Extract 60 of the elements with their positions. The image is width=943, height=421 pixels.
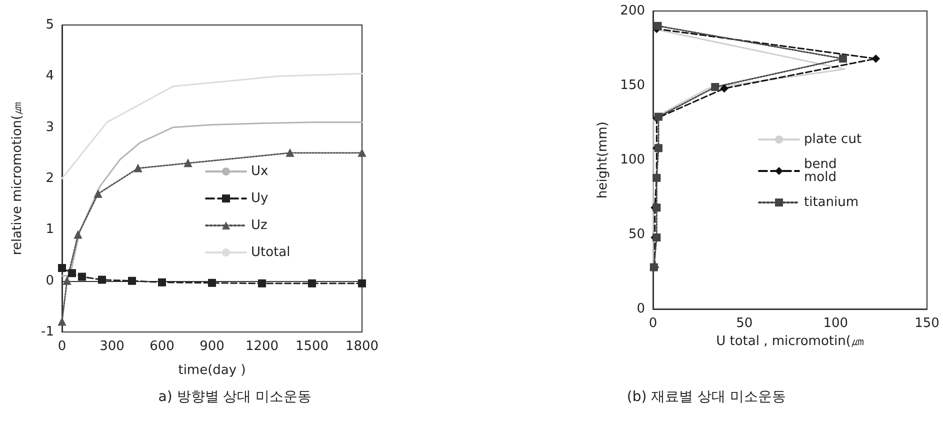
point (654, 22, 662, 30)
y-tick-label: 50 (628, 227, 645, 242)
x-tick-label: 150 (914, 316, 940, 331)
legend-label: Utotal (251, 245, 290, 260)
point (208, 278, 216, 287)
x-axis-title: time(day ) (178, 363, 246, 378)
y-tick-label: 3 (46, 120, 54, 135)
x-tick-label: 1800 (345, 339, 379, 354)
point (286, 148, 294, 157)
point (58, 318, 66, 326)
point (872, 54, 880, 63)
point (720, 84, 728, 92)
legend-label: Uy (251, 191, 269, 206)
x-tick-label: 50 (736, 316, 753, 331)
y-tick-label: -1 (41, 324, 54, 340)
legend-label: Uz (251, 218, 268, 233)
point (711, 82, 720, 91)
point (358, 148, 366, 157)
point (78, 272, 86, 281)
point (94, 190, 102, 198)
point (158, 278, 166, 286)
point (308, 279, 316, 288)
line-series (61, 72, 363, 180)
legend-label: titanium (804, 195, 859, 210)
text: a) 방향별 상대 미소운동 (158, 389, 312, 405)
point (184, 159, 192, 168)
y-tick-label: 150 (620, 78, 645, 93)
x-tick-label: 600 (150, 339, 174, 354)
y-tick-label: 200 (620, 4, 645, 18)
point (134, 164, 142, 172)
point (838, 54, 847, 63)
y-tick-label: 1 (46, 222, 54, 238)
legend-label: Ux (251, 164, 269, 179)
point (68, 269, 76, 278)
y-tick-label: 4 (46, 68, 54, 84)
point (58, 264, 66, 272)
point (63, 276, 71, 285)
x-tick-label: 1500 (295, 339, 329, 354)
x-tick-label: 900 (200, 339, 224, 354)
y-tick-label: 5 (46, 18, 54, 32)
x-axis-title: U total , micromotin(㎛ (716, 334, 864, 349)
x-tick-label: 0 (648, 316, 658, 331)
y-tick-label: 0 (46, 273, 54, 288)
x-tick-label: 100 (823, 316, 848, 331)
legend-label: bend mold (804, 157, 841, 185)
y-tick-label: 2 (46, 171, 54, 186)
text: (b) 재료별 상대 미소운동 (626, 389, 786, 405)
x-tick-label: 1200 (245, 339, 279, 354)
point (258, 279, 266, 288)
y-axis-title: relative micromotion(㎛ (10, 102, 25, 256)
x-tick-label: 0 (58, 339, 66, 354)
point (74, 230, 82, 239)
y-tick-label: 100 (620, 152, 645, 168)
y-axis-title: height(mm) (595, 122, 610, 198)
legend-label: plate cut (804, 132, 862, 147)
point (98, 276, 106, 284)
point (128, 276, 136, 285)
y-tick-label: 0 (636, 302, 645, 316)
point (358, 279, 366, 288)
x-tick-label: 300 (100, 339, 124, 354)
